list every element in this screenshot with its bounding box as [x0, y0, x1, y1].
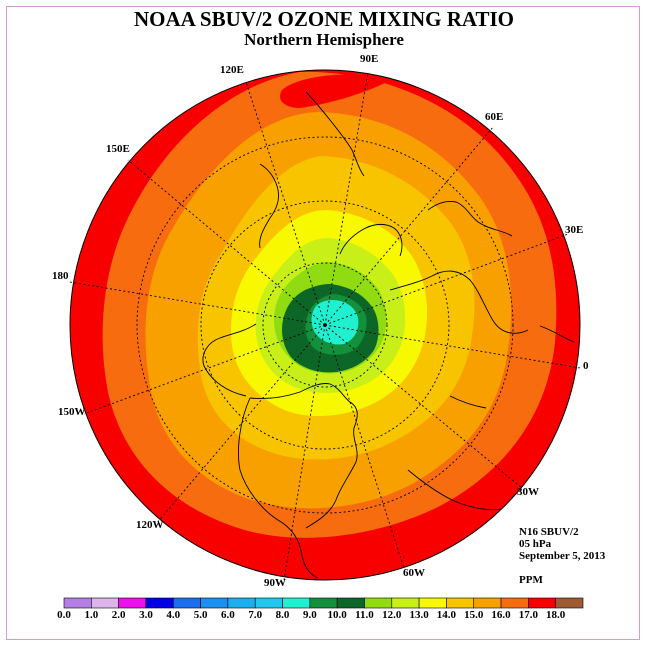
units-label: PPM	[519, 574, 543, 586]
colorbar-swatch	[446, 597, 475, 609]
colorbar-swatch	[391, 597, 420, 609]
map-subtitle: Northern Hemisphere	[244, 30, 404, 49]
lon-label-30w: 30W	[517, 486, 539, 498]
colorbar-swatch	[555, 597, 584, 609]
colorbar-swatch	[364, 597, 393, 609]
colorbar-swatch	[528, 597, 556, 609]
colorbar-tick-label: 3.0	[139, 609, 153, 621]
lon-label-150e: 150E	[106, 143, 130, 155]
colorbar-swatch	[145, 597, 174, 609]
map-title: NOAA SBUV/2 OZONE MIXING RATIO	[134, 7, 514, 31]
colorbar-swatch	[309, 597, 338, 609]
colorbar-tick-label: 18.0	[546, 609, 566, 621]
colorbar-tick-label: 13.0	[409, 609, 429, 621]
colorbar-tick-label: 10.0	[328, 609, 348, 621]
lon-label-150w: 150W	[58, 406, 86, 418]
colorbar-swatch	[118, 597, 147, 609]
pressure-level-label: 05 hPa	[519, 538, 552, 550]
colorbar-tick-label: 17.0	[519, 609, 539, 621]
colorbar-swatch	[282, 597, 311, 609]
colorbar-tick-label: 5.0	[194, 609, 208, 621]
band-7-8	[311, 300, 359, 345]
colorbar-tick-label: 2.0	[112, 609, 126, 621]
figure-frame	[6, 6, 640, 640]
date-label: September 5, 2013	[519, 550, 606, 562]
lon-label-60w: 60W	[403, 567, 425, 579]
lon-label-90w: 90W	[264, 577, 286, 589]
colorbar-tick-label: 9.0	[303, 609, 317, 621]
colorbar-swatch	[473, 597, 502, 609]
colorbar-tick-label: 14.0	[437, 609, 457, 621]
map-boundary	[69, 69, 581, 581]
colorbar: 0.0 1.0 2.0 3.0 4.0 5.0 6.0 7.0 8.0 9.0 10.0 11.0 12…	[57, 597, 584, 621]
colorbar-tick-label: 15.0	[464, 609, 484, 621]
lon-label-180: 180	[52, 270, 69, 282]
longitude-labels: 90E 60E 30E 0 30W 60W 90W 120W 150W 180 …	[52, 53, 589, 589]
colorbar-tick-label: 16.0	[491, 609, 511, 621]
colorbar-swatch	[172, 597, 201, 609]
colorbar-swatch	[418, 597, 447, 609]
colorbar-swatch	[200, 597, 229, 609]
colorbar-tick-label: 12.0	[382, 609, 402, 621]
instrument-label: N16 SBUV/2	[519, 526, 579, 538]
band-15-16-cap	[280, 74, 390, 108]
coastlines	[202, 91, 575, 579]
colorbar-swatch	[254, 597, 283, 609]
colorbar-tick-label: 6.0	[221, 609, 235, 621]
colorbar-tick-label: 11.0	[355, 609, 374, 621]
lon-label-90e: 90E	[360, 53, 378, 65]
colorbar-swatch	[63, 597, 92, 609]
lon-label-120e: 120E	[220, 64, 244, 76]
lon-label-120w: 120W	[136, 519, 164, 531]
colorbar-tick-label: 8.0	[276, 609, 290, 621]
lon-label-0: 0	[583, 360, 589, 372]
colorbar-swatch	[336, 597, 365, 609]
colorbar-swatch	[500, 597, 529, 609]
graticule	[69, 71, 581, 581]
colorbar-swatch	[227, 597, 256, 609]
lon-label-60e: 60E	[485, 111, 503, 123]
colorbar-tick-label: 7.0	[248, 609, 262, 621]
colorbar-tick-label: 1.0	[84, 609, 98, 621]
colorbar-tick-label: 4.0	[166, 609, 180, 621]
colorbar-tick-label: 0.0	[57, 609, 71, 621]
lon-label-30e: 30E	[565, 224, 583, 236]
colorbar-swatch	[91, 597, 119, 609]
